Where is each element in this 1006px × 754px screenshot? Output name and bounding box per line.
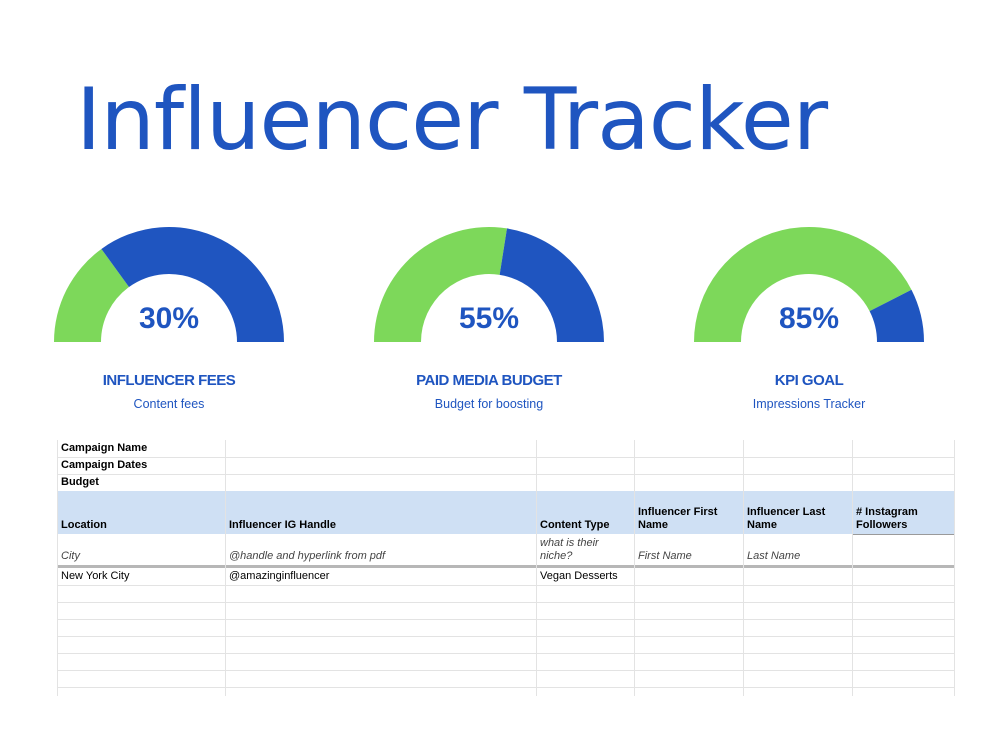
- budget-label[interactable]: Budget: [61, 476, 99, 488]
- gauge-chart: [54, 227, 284, 342]
- gauge-remaining-arc: [101, 227, 284, 342]
- row-divider: [57, 687, 955, 688]
- row-divider: [57, 585, 955, 586]
- row-divider: [57, 670, 955, 671]
- example-content-type[interactable]: what is their niche?: [540, 537, 599, 562]
- row-divider: [57, 457, 955, 458]
- header-ig-handle[interactable]: Influencer IG Handle: [229, 519, 336, 531]
- column-gridline: [743, 440, 744, 696]
- gauge-remaining-arc: [499, 228, 604, 342]
- gauge-percent: 85%: [778, 302, 840, 335]
- row-divider: [57, 653, 955, 654]
- gauge-remaining-arc: [869, 289, 924, 342]
- row-divider: [57, 602, 955, 603]
- page-title: Influencer Tracker: [76, 70, 828, 170]
- header-location[interactable]: Location: [61, 519, 107, 531]
- gauge-subtitle: Content fees: [133, 397, 205, 411]
- header-row: [57, 491, 955, 534]
- header-content-type[interactable]: Content Type: [540, 519, 610, 531]
- gauge-kpi-goal: 85% KPI GOAL Impressions Tracker: [694, 226, 924, 411]
- header-first-name[interactable]: Influencer First Name: [638, 506, 718, 531]
- gauge-filled-arc: [694, 227, 912, 342]
- gauge-label: KPI GOAL: [774, 372, 844, 389]
- header-instagram-followers[interactable]: # Instagram Followers: [856, 506, 918, 531]
- campaign-name-label[interactable]: Campaign Name: [61, 442, 148, 454]
- example-last-name[interactable]: Last Name: [747, 550, 801, 562]
- example-location[interactable]: City: [61, 550, 80, 562]
- gauge-label: INFLUENCER FEES: [102, 372, 236, 389]
- gauge-influencer-fees: 30% INFLUENCER FEES Content fees: [54, 226, 284, 411]
- column-gridline: [852, 440, 853, 696]
- tracker-sheet: Campaign Name Campaign Dates Budget Loca…: [57, 440, 955, 696]
- cell-location[interactable]: New York City: [61, 570, 130, 582]
- gauge-percent: 55%: [458, 302, 520, 335]
- example-ig-handle[interactable]: @handle and hyperlink from pdf: [229, 550, 386, 562]
- row-divider: [57, 636, 955, 637]
- gauge-chart: [374, 227, 604, 342]
- example-first-name[interactable]: First Name: [638, 550, 692, 562]
- column-gridline: [57, 440, 58, 696]
- cell-content-type[interactable]: Vegan Desserts: [540, 570, 618, 582]
- gauge-paid-media-budget: 55% PAID MEDIA BUDGET Budget for boostin…: [374, 226, 604, 411]
- column-gridline: [225, 440, 226, 696]
- gauge-filled-arc: [54, 248, 130, 342]
- row-divider: [57, 619, 955, 620]
- column-gridline: [536, 440, 537, 696]
- gauge-label: PAID MEDIA BUDGET: [416, 372, 562, 389]
- row-divider: [57, 474, 955, 475]
- gauge-chart: [694, 227, 924, 342]
- frozen-row-divider[interactable]: [57, 565, 955, 568]
- gauge-percent: 30%: [138, 302, 200, 335]
- header-last-name[interactable]: Influencer Last Name: [747, 506, 826, 531]
- gauge-subtitle: Budget for boosting: [434, 397, 544, 411]
- column-gridline: [954, 440, 955, 696]
- gauge-filled-arc: [374, 227, 507, 342]
- gauge-subtitle: Impressions Tracker: [752, 397, 866, 411]
- campaign-dates-label[interactable]: Campaign Dates: [61, 459, 148, 471]
- column-gridline: [634, 440, 635, 696]
- row-divider: [852, 534, 955, 535]
- cell-ig-handle[interactable]: @amazinginfluencer: [229, 570, 330, 582]
